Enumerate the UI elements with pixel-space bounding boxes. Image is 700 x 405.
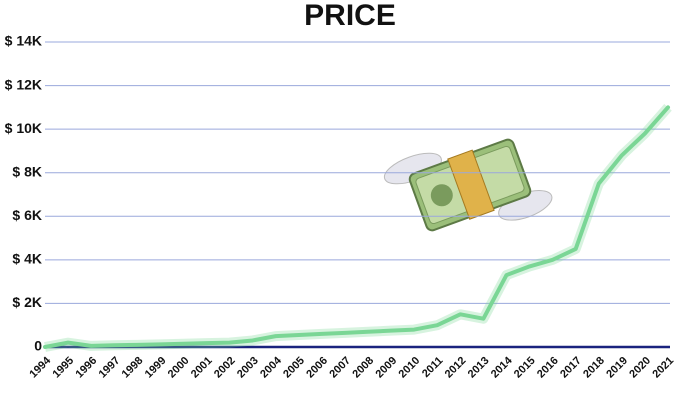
x-tick-label: 2005: [281, 355, 307, 381]
x-tick-label: 2000: [166, 355, 192, 381]
y-tick-label: $ 6K: [12, 207, 42, 223]
x-tick-label: 2002: [212, 355, 238, 381]
x-tick-label: 2001: [189, 355, 215, 381]
x-tick-label: 1999: [143, 355, 169, 381]
y-tick-label: 0: [34, 338, 42, 354]
price-line: [43, 105, 670, 349]
x-tick-label: 2012: [443, 355, 469, 381]
x-tick-label: 2003: [235, 355, 261, 381]
x-tick-label: 2011: [420, 355, 445, 380]
x-tick-label: 2021: [650, 355, 676, 381]
x-tick-label: 2007: [327, 355, 353, 381]
x-tick-label: 2004: [258, 354, 284, 380]
y-tick-label: $ 2K: [12, 294, 42, 310]
price-glow: [44, 104, 672, 352]
y-tick-label: $ 12K: [5, 76, 42, 92]
x-tick-label: 2020: [627, 355, 653, 381]
x-tick-label: 2019: [604, 355, 630, 381]
x-tick-label: 1995: [50, 355, 76, 381]
x-tick-label: 2014: [489, 354, 515, 380]
x-tick-label: 2015: [512, 355, 538, 381]
money-icon: [383, 138, 553, 232]
x-tick-label: 2009: [373, 355, 399, 381]
x-tick-label: 2008: [350, 355, 376, 381]
x-tick-label: 2006: [304, 355, 330, 381]
y-tick-label: $ 10K: [5, 120, 42, 136]
x-tick-label: 1994: [27, 354, 53, 380]
y-tick-label: $ 14K: [5, 33, 42, 49]
x-tick-label: 2016: [535, 355, 561, 381]
x-tick-label: 2013: [466, 355, 492, 381]
x-tick-label: 2017: [558, 355, 584, 381]
y-tick-label: $ 8K: [12, 163, 42, 179]
x-tick-label: 1997: [97, 355, 123, 381]
chart-title: PRICE: [304, 0, 396, 32]
y-tick-label: $ 4K: [12, 251, 42, 267]
x-tick-label: 1998: [120, 355, 146, 381]
x-tick-label: 1996: [74, 355, 100, 381]
x-tick-label: 2010: [397, 355, 423, 381]
x-tick-label: 2018: [581, 355, 607, 381]
